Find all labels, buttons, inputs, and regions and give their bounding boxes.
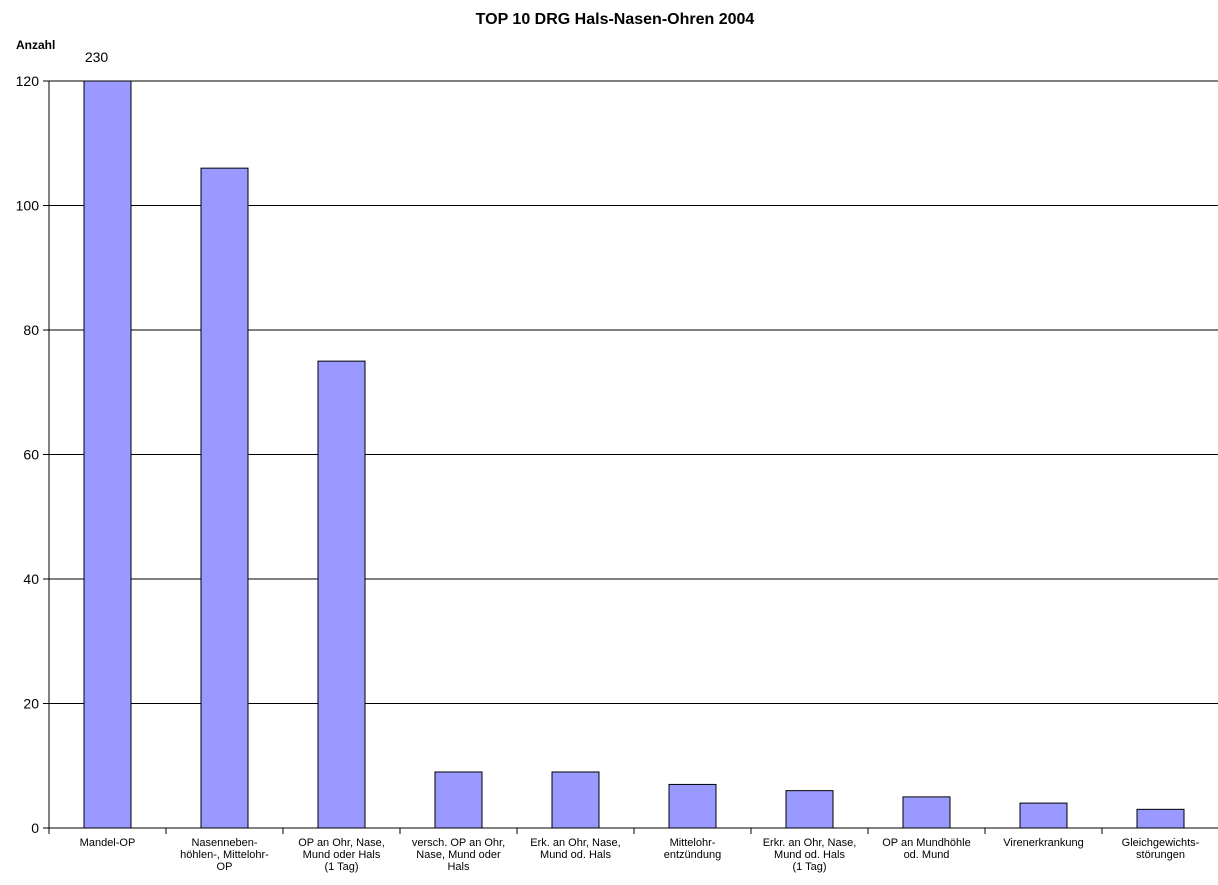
x-tick-label: Mandel-OP [80,837,136,849]
bar [1136,808,1185,829]
data-labels: 230 [85,49,109,65]
bar [434,771,483,829]
chart-title: TOP 10 DRG Hals-Nasen-Ohren 2004 [476,11,755,28]
x-tick-label: OP an Ohr, Nase, Mund oder Hals (1 Tag) [298,837,385,873]
y-tick-labels: 0 20 40 60 80 100 120 [16,73,49,836]
x-tick-label: OP an Mundhöhle od. Mund [882,837,970,861]
y-tick-label: 80 [23,322,39,338]
bar [902,796,951,829]
y-tick-label: 20 [23,696,39,712]
x-tick-label: Erk. an Ohr, Nase, Mund od. Hals [530,837,620,861]
bars [83,80,1185,829]
bar [668,783,717,829]
x-tick-label: Virenerkrankung [1003,837,1084,849]
y-tick-label: 100 [16,198,40,214]
x-tick-label: Erkr. an Ohr, Nase, Mund od. Hals (1 Tag) [763,837,857,873]
x-tick-label: Gleichgewichts-störungen [1122,837,1200,861]
y-tick-label: 40 [23,571,39,587]
bar [785,790,834,829]
bar [83,80,132,829]
y-tick-label: 60 [23,447,39,463]
bar [317,360,366,829]
data-label: 230 [85,49,109,65]
x-tick-label: versch. OP an Ohr, Nase, Mund oder Hals [412,837,505,873]
bar [200,167,249,829]
y-tick-label: 0 [31,820,39,836]
y-axis-label: Anzahl [16,38,55,52]
bar [551,771,600,829]
x-tick-label: Nasenneben-höhlen-, Mittelohr-OP [180,837,269,873]
x-tick-label: Mittelohr-entzündung [664,837,722,861]
y-tick-label: 120 [16,73,40,89]
bar [1019,802,1068,829]
x-tick-labels: Mandel-OP Nasenneben-höhlen-, Mittelohr-O… [80,837,1200,873]
